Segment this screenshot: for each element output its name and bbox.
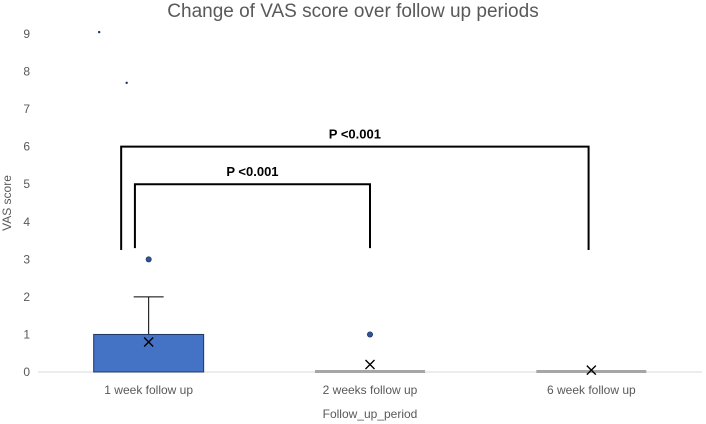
y-axis-ticks: 0 1 2 3 4 5 6 7 8 9 xyxy=(23,27,30,379)
box-group xyxy=(536,365,647,376)
outlier-point xyxy=(366,331,373,338)
p-value-label: P <0.001 xyxy=(329,127,381,142)
box-group xyxy=(315,331,425,373)
x-tick-label: 2 weeks follow up xyxy=(323,383,418,397)
y-tick-label: 3 xyxy=(23,252,30,266)
y-tick-label: 7 xyxy=(23,102,30,116)
x-axis-ticks: 1 week follow up 2 weeks follow up 6 week … xyxy=(104,383,636,397)
box-group xyxy=(93,256,205,373)
y-tick-label: 2 xyxy=(23,290,30,304)
mean-marker xyxy=(365,359,375,370)
mean-marker xyxy=(586,365,597,376)
p-value-label: P <0.001 xyxy=(226,164,278,179)
mean-marker xyxy=(143,336,154,347)
y-tick-label: 5 xyxy=(23,177,30,191)
box-series xyxy=(93,30,647,376)
y-tick-label: 4 xyxy=(23,215,30,229)
significance-bracket: P <0.001 xyxy=(133,164,371,249)
y-tick-label: 8 xyxy=(23,65,30,79)
bracket-line xyxy=(120,145,590,250)
x-tick-label: 1 week follow up xyxy=(104,383,193,397)
chart-title: Change of VAS score over follow up perio… xyxy=(167,1,539,22)
x-axis-title: Follow_up_period xyxy=(323,407,418,421)
box-rect xyxy=(93,333,205,373)
x-tick-label: 6 week follow up xyxy=(547,383,636,397)
significance-bracket: P <0.001 xyxy=(120,127,590,250)
data-point xyxy=(97,30,101,34)
data-point xyxy=(125,81,128,85)
y-tick-label: 9 xyxy=(23,27,30,41)
y-axis-title: VAS score xyxy=(0,175,14,231)
bracket-line xyxy=(133,183,371,249)
y-tick-label: 0 xyxy=(23,365,30,379)
y-tick-label: 1 xyxy=(23,327,30,341)
significance-brackets: P <0.001 P <0.001 xyxy=(120,127,590,250)
y-tick-label: 6 xyxy=(23,140,30,154)
box-rect xyxy=(536,370,647,373)
box-rect xyxy=(315,370,425,373)
outlier-point xyxy=(145,256,152,263)
